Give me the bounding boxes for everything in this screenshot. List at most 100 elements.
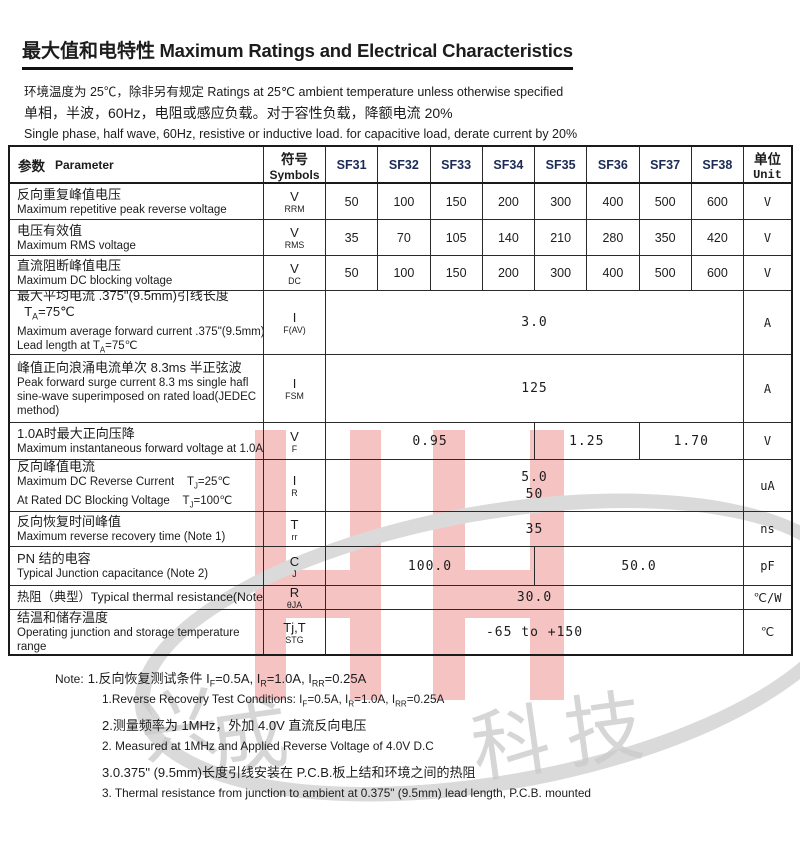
column-header-sf34: SF34 [483, 147, 535, 182]
parameter-line: PN 结的电容 [17, 551, 91, 566]
table-header-row: 参数 Parameter 符号 Symbols SF31 SF32 SF33 SF34 SF35… [10, 147, 791, 184]
table-row: 电压有效值 Maximum RMS voltage V RMS 35 70 105 140 21… [10, 220, 791, 256]
symbol-cell: V DC [264, 256, 326, 290]
parameter-line: 电压有效值 [17, 222, 83, 238]
parameter-line: 热阻（典型）Typical thermal resistance(Note3) [17, 590, 264, 604]
symbol-cell: Tj,T STG [264, 610, 326, 654]
unit-cell: V [763, 266, 772, 280]
value-cell: 400 [587, 256, 640, 290]
unit-cell: V [763, 230, 772, 245]
note-line-4: 2. Measured at 1MHz and Applied Reverse … [55, 739, 591, 763]
value-cell: 150 [431, 256, 483, 290]
parameter-line: 峰值正向浪涌电流单次 8.3ms 半正弦波 [17, 359, 242, 375]
value-cell: 70 [378, 220, 431, 255]
column-header-sf36: SF36 [587, 147, 640, 182]
value-span-cell: 30.0 [326, 586, 744, 609]
value-cell: 420 [692, 220, 744, 255]
value-cell: 500 [640, 184, 692, 219]
symbol-cell: V RRM [264, 184, 326, 219]
column-header-sf38: SF38 [692, 147, 744, 182]
unit-cell: pF [760, 559, 775, 573]
column-header-sf31: SF31 [326, 147, 379, 182]
unit-cell: A [763, 381, 772, 396]
value-span-cell: 1.70 [640, 423, 744, 459]
parameter-cell: 反向峰值电流 Maximum DC Reverse Current TJ=25℃ A… [10, 460, 264, 511]
parameter-line: At Rated DC Blocking Voltage TJ=100℃ [17, 494, 233, 509]
value-cell: 50 [326, 184, 379, 219]
parameter-line: range [17, 641, 47, 653]
table-row: 反向峰值电流 Maximum DC Reverse Current TJ=25℃ A… [10, 460, 791, 512]
parameter-line: Lead length at TA=75℃ [17, 339, 138, 354]
column-header-unit: 单位 Unit [744, 147, 791, 182]
value-span-cell: 1.25 [535, 423, 640, 459]
parameter-line: 反向恢复时间峰值 [17, 514, 122, 529]
parameter-cell: 直流阻断峰值电压 Maximum DC blocking voltage [10, 256, 264, 290]
symbols-header-en: Symbols [269, 167, 320, 182]
parameter-line: 最大平均电流 .375"(9.5mm)引线长度 [17, 291, 229, 304]
param-header-en: Parameter [55, 157, 114, 172]
parameter-line: Maximum instantaneous forward voltage at… [17, 443, 264, 455]
parameter-cell: 峰值正向浪涌电流单次 8.3ms 半正弦波 Peak forward surge … [10, 355, 264, 422]
parameter-line: Typical Junction capacitance (Note 2) [17, 568, 209, 580]
symbols-header-cn: 符号 [281, 151, 308, 167]
value-cell: 600 [692, 256, 744, 290]
note-text: 1.反向恢复测试条件 IF=0.5A, IR=1.0A, IRR=0.25A [87, 671, 367, 689]
ratings-table: 参数 Parameter 符号 Symbols SF31 SF32 SF33 SF34 SF35… [8, 145, 793, 656]
parameter-line: Peak forward surge current 8.3 ms single… [17, 376, 249, 389]
parameter-cell: 1.0A时最大正向压降 Maximum instantaneous forward… [10, 423, 264, 459]
table-row: 峰值正向浪涌电流单次 8.3ms 半正弦波 Peak forward surge … [10, 355, 791, 423]
table-row: 最大平均电流 .375"(9.5mm)引线长度 TA=75℃ Maximum av… [10, 291, 791, 355]
value-cell: 350 [640, 220, 692, 255]
value-cell: 200 [483, 256, 535, 290]
value-span-cell: 50.0 [535, 547, 744, 585]
value-cell: 400 [587, 184, 640, 219]
note-line-1: Note: 1.反向恢复测试条件 IF=0.5A, IR=1.0A, IRR=0.… [55, 668, 591, 692]
parameter-line: 1.0A时最大正向压降 [17, 426, 135, 441]
parameter-cell: PN 结的电容 Typical Junction capacitance (Not… [10, 547, 264, 585]
value-cell: 105 [431, 220, 483, 255]
note-text: 2.测量频率为 1MHz，外加 4.0V 直流反向电压 [102, 718, 367, 733]
parameter-line: 反向重复峰值电压 [17, 186, 122, 202]
watermark-h1-crossbar [286, 570, 350, 618]
table-row: 热阻（典型）Typical thermal resistance(Note3) R… [10, 586, 791, 610]
value-span-cell: 100.0 [326, 547, 535, 585]
value-cell: 50 [326, 256, 379, 290]
parameter-cell: 最大平均电流 .375"(9.5mm)引线长度 TA=75℃ Maximum av… [10, 291, 264, 354]
column-header-sf37: SF37 [640, 147, 692, 182]
value-cell: 200 [483, 184, 535, 219]
value-cell: 210 [535, 220, 588, 255]
value-cell: 100 [378, 184, 431, 219]
parameter-line: Maximum DC blocking voltage [17, 275, 173, 287]
notes-block: Note: 1.反向恢复测试条件 IF=0.5A, IR=1.0A, IRR=0.… [55, 668, 591, 809]
symbol-cell: V RMS [264, 220, 326, 255]
column-header-sf33: SF33 [431, 147, 483, 182]
parameter-cell: 电压有效值 Maximum RMS voltage [10, 220, 264, 255]
value-cell: 140 [483, 220, 535, 255]
parameter-line: Maximum repetitive peak reverse voltage [17, 203, 227, 216]
value-cell: 35 [326, 220, 379, 255]
value-cell: 300 [535, 256, 588, 290]
table-row: 结温和储存温度 Operating junction and storage te… [10, 610, 791, 654]
conditions-line-3: Single phase, half wave, 60Hz, resistive… [24, 127, 578, 141]
unit-cell: A [763, 315, 772, 330]
note-text: 2. Measured at 1MHz and Applied Reverse … [102, 738, 434, 753]
value-cell: 600 [692, 184, 744, 219]
note-text: 1.Reverse Recovery Test Conditions: IF=0… [102, 691, 445, 708]
note-text: 3. Thermal resistance from junction to a… [102, 785, 591, 800]
value-span-cell: 125 [326, 355, 744, 422]
symbol-cell: I FSM [264, 355, 326, 422]
note-line-2: 1.Reverse Recovery Test Conditions: IF=0… [55, 692, 591, 716]
note-line-6: 3. Thermal resistance from junction to a… [55, 786, 591, 810]
column-header-parameter: 参数 Parameter [10, 147, 264, 182]
conditions-line-1: 环境温度为 25℃，除非另有规定 Ratings at 25℃ ambient … [24, 85, 564, 99]
parameter-line: TA=75℃ [17, 304, 75, 322]
unit-cell: V [763, 434, 772, 448]
table-row: 直流阻断峰值电压 Maximum DC blocking voltage V DC 50… [10, 256, 791, 291]
conditions-line-2: 单相，半波，60Hz，电阻或感应负载。对于容性负载，降额电流 20% [24, 105, 453, 121]
